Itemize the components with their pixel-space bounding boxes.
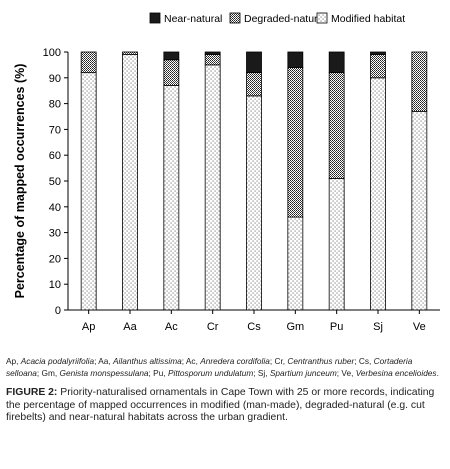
- legend-swatch-modified-habitat: [316, 12, 328, 24]
- bar-segment-ac-degraded-natural: [163, 59, 180, 86]
- legend-swatch-degraded-natural: [229, 12, 241, 24]
- bar-segment-gm-degraded-natural: [287, 67, 304, 218]
- plot-area: 0 10 20 30 40 50 60 70 80 90 100 Ap Aa Ac Cr Cs Gm Pu Sj Ve: [43, 47, 440, 333]
- bar-segment-gm-near-natural: [287, 51, 304, 68]
- bar-segment-sj-near-natural: [370, 51, 386, 55]
- bar-segment-pu-degraded-natural: [328, 72, 345, 179]
- species-name: Ailanthus altissima: [113, 356, 182, 366]
- bar-segment-cr-degraded-natural: [204, 54, 221, 66]
- bar-segment-gm-modified-habitat: [287, 216, 304, 311]
- abbreviation-code: Pu,: [153, 367, 168, 378]
- x-tick-label: Gm: [286, 321, 304, 333]
- abbreviation-code: Ac,: [185, 356, 201, 366]
- x-tick-label: Ap: [82, 321, 95, 333]
- x-tick-label: Pu: [330, 321, 343, 333]
- x-tick-label: Sj: [373, 321, 383, 333]
- y-tick-label: 20: [49, 253, 61, 265]
- abbreviation-list: Ap, Acacia podalyriifolia; Aa, Ailanthus…: [6, 356, 439, 378]
- bar-segment-cr-near-natural: [204, 51, 221, 55]
- abbreviation-code: Cr,: [274, 356, 288, 366]
- stacked-bar-chart: Near-natural Degraded-natural Modified hab…: [13, 12, 440, 333]
- abbreviation-code: Ve,: [341, 367, 356, 378]
- x-tick-label: Ve: [413, 321, 426, 333]
- bar-segment-ve-degraded-natural: [411, 51, 428, 112]
- bar-segment-ap-modified-habitat: [80, 72, 97, 311]
- bar-segment-pu-near-natural: [328, 51, 345, 74]
- legend-label-modified-habitat: Modified habitat: [331, 13, 405, 25]
- abbreviation-code: Sj,: [257, 367, 270, 378]
- figure-label: FIGURE 2:: [6, 387, 58, 399]
- species-name: Acacia podalyriifolia: [20, 356, 95, 366]
- species-name: Pittosporum undulatum: [167, 367, 254, 378]
- bar-segment-sj-modified-habitat: [370, 77, 386, 311]
- x-tick-label: Ac: [165, 321, 178, 333]
- y-tick-label: 80: [49, 99, 61, 111]
- bar-segment-aa-modified-habitat: [122, 54, 138, 311]
- y-tick-label: 60: [49, 150, 61, 162]
- bar-segment-pu-modified-habitat: [328, 178, 345, 311]
- species-name: Cortaderia selloana: [6, 356, 413, 378]
- figure-caption: Ap, Acacia podalyriifolia; Aa, Ailanthus…: [6, 356, 446, 425]
- bar-segment-aa-degraded-natural: [122, 51, 138, 55]
- bar-segment-ac-modified-habitat: [163, 85, 180, 311]
- y-tick-label: 100: [43, 47, 61, 59]
- y-axis-label: Percentage of mapped occurrences (%): [13, 64, 27, 299]
- y-tick-label: 0: [55, 305, 61, 317]
- y-tick-label: 10: [49, 279, 61, 291]
- abbreviation-code: Ap,: [6, 356, 21, 366]
- chart-legend: Near-natural Degraded-natural Modified hab…: [149, 12, 405, 25]
- y-tick-label: 50: [49, 176, 61, 188]
- y-tick-label: 40: [49, 202, 61, 214]
- bar-segment-cs-degraded-natural: [246, 72, 262, 97]
- legend-swatch-near-natural: [149, 12, 161, 24]
- x-tick-label: Cs: [247, 321, 261, 333]
- figure-text: Priority-naturalised ornamentals in Cape…: [6, 387, 435, 424]
- figure-description: FIGURE 2: Priority-naturalised ornamenta…: [6, 387, 446, 425]
- bar-segment-ve-modified-habitat: [411, 110, 428, 311]
- legend-label-near-natural: Near-natural: [164, 13, 222, 25]
- y-tick-label: 70: [49, 124, 61, 136]
- x-tick-label: Aa: [123, 321, 137, 333]
- bar-segment-cr-modified-habitat: [204, 64, 221, 311]
- bar-segment-cs-near-natural: [246, 51, 262, 74]
- bar-segment-sj-degraded-natural: [370, 54, 386, 79]
- species-name: Anredera cordifolia: [200, 356, 270, 366]
- abbreviation-code: Cs,: [358, 356, 374, 366]
- species-name: Verbesina encelioides: [355, 367, 437, 378]
- y-tick-label: 90: [49, 73, 61, 85]
- species-name: Spartium junceum: [269, 367, 337, 378]
- bar-segment-ac-near-natural: [163, 51, 180, 61]
- abbreviation-code: Gm,: [41, 367, 60, 378]
- x-tick-label: Cr: [207, 321, 219, 333]
- species-name: Genista monspessulana: [59, 367, 149, 378]
- species-name: Centranthus ruber: [287, 356, 355, 366]
- abbreviation-code: Aa,: [98, 356, 114, 366]
- legend-label-degraded-natural: Degraded-natural: [244, 13, 326, 25]
- bar-segment-ap-degraded-natural: [80, 51, 97, 74]
- bar-segment-cs-modified-habitat: [246, 95, 262, 311]
- y-tick-label: 30: [49, 228, 61, 240]
